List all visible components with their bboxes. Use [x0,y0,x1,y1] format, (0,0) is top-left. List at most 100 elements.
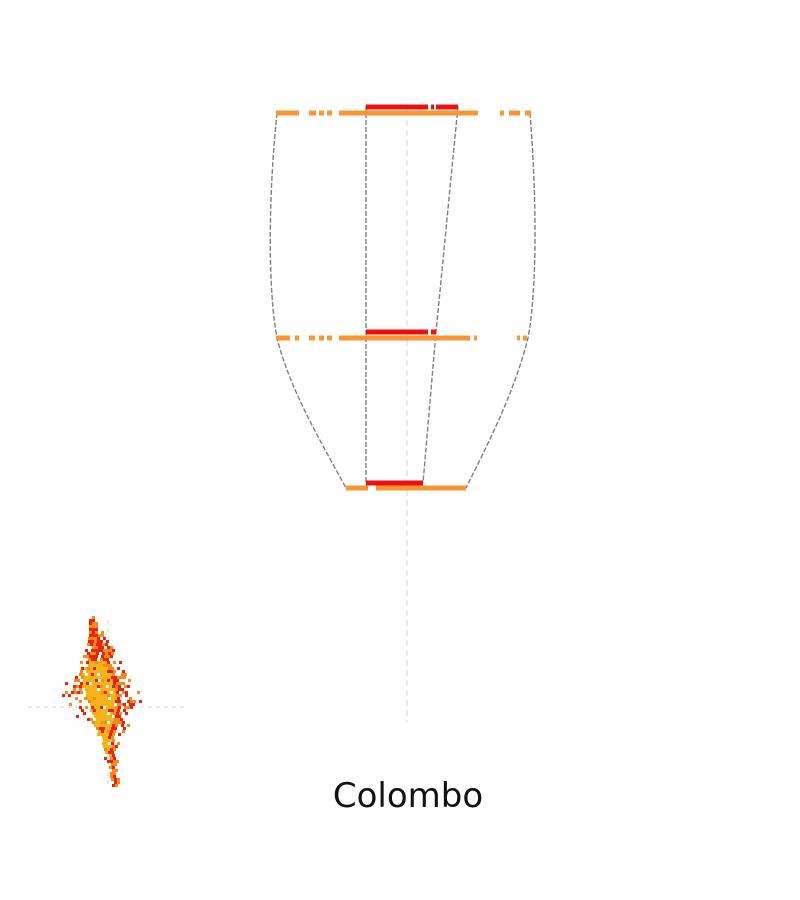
footprint-cell [117,742,120,745]
city-name-label: Colombo [332,776,484,816]
footprint-cell [80,682,83,685]
footprint-cell [86,682,89,685]
footprint-cell [90,709,93,712]
footprint-cell [110,670,113,673]
footprint-cell [121,688,124,691]
footprint-cell [121,673,124,676]
outer-right-profile [465,112,536,489]
footprint-cell [98,712,101,715]
outer-band-segment [523,335,527,341]
outer-band-segment [319,110,324,116]
footprint-cell [101,721,104,724]
footprint-cell [128,679,131,682]
footprint-cell [97,640,100,643]
footprint-cell [80,691,83,694]
footprint-cell [105,727,108,730]
footprint-cell [92,625,95,628]
footprint-cell [105,697,108,700]
footprint-cell [92,682,95,685]
footprint-cell [94,724,97,727]
footprint-cell [112,673,115,676]
footprint-cell [124,673,127,676]
footprint-cell [109,766,112,769]
footprint-cell [98,634,101,637]
footprint-cell [108,751,111,754]
footprint-cell [112,766,115,769]
footprint-cell [92,634,95,637]
footprint-cell [109,739,112,742]
footprint-cell [103,649,106,652]
footprint-cell [94,640,97,643]
footprint-cell [118,700,121,703]
footprint-cell [111,751,114,754]
footprint-cell [109,706,112,709]
footprint-cell [92,691,95,694]
footprint-cell [95,694,98,697]
footprint-cell [88,637,91,640]
footprint-cell [101,730,104,733]
footprint-cell [99,667,102,670]
footprint-cell [112,754,115,757]
footprint-cell [86,661,89,664]
footprint-cell [94,706,97,709]
footprint-cell [102,667,105,670]
footprint-cell [95,682,98,685]
footprint-cell [104,682,107,685]
footprint-cell [79,700,82,703]
footprint-cell [100,664,103,667]
footprint-cell [89,691,92,694]
footprint-cell [93,676,96,679]
footprint-cell [113,757,116,760]
footprint-cell [118,685,121,688]
footprint-cell [127,724,130,727]
footprint-cell [103,673,106,676]
footprint-cell [101,631,104,634]
footprint-cell [106,715,109,718]
footprint-cell [102,676,105,679]
footprint-cell [113,730,116,733]
footprint-cell [129,697,132,700]
footprint-cell [106,673,109,676]
footprint-cell [106,700,109,703]
footprint-cell [90,676,93,679]
footprint-cell [98,682,101,685]
footprint-cell [106,658,109,661]
footprint-cell [110,679,113,682]
footprint-cell [101,661,104,664]
footprint-cell [127,700,130,703]
footprint-cell [81,667,84,670]
footprint-cell [115,688,118,691]
footprint-cell [111,676,114,679]
footprint-cell [98,691,101,694]
footprint-cell [112,724,115,727]
footprint-cell [114,763,117,766]
footprint-cell [113,775,116,778]
footprint-cell [88,640,91,643]
footprint-cell [107,748,110,751]
footprint-cell [77,679,80,682]
footprint-cell [95,655,98,658]
footprint-cell [129,703,132,706]
footprint-cell [100,715,103,718]
footprint-cell [107,682,110,685]
footprint-cell [87,652,90,655]
footprint-cell [87,676,90,679]
footprint-cell [89,619,92,622]
footprint-cell [112,745,115,748]
footprint-cell [104,757,107,760]
footprint-cell [108,709,111,712]
footprint-cell [106,664,109,667]
footprint-cell [97,664,100,667]
footprint-cell [119,661,122,664]
footprint-cell [102,727,105,730]
footprint-cell [103,739,106,742]
footprint-cell [117,778,120,781]
footprint-cell [80,670,83,673]
footprint-cell [96,676,99,679]
footprint-cell [89,634,92,637]
footprint-cell [97,706,100,709]
footprint-cell [114,727,117,730]
footprint-cell [101,679,104,682]
footprint-cell [110,682,113,685]
footprint-cell [76,685,79,688]
